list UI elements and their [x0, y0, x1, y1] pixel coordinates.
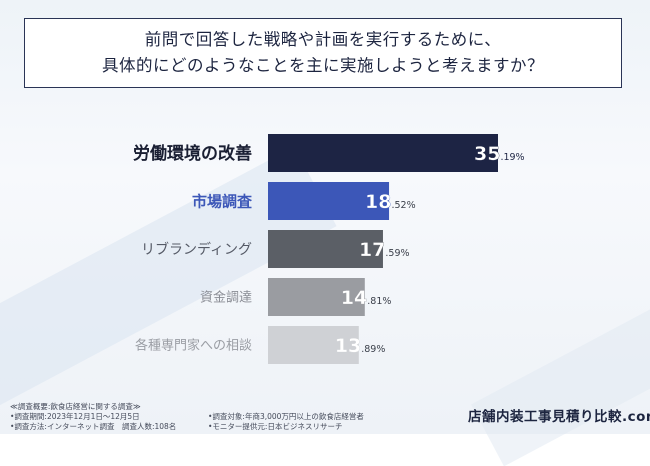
category-label: 市場調査	[192, 192, 253, 210]
survey-period-note: •調査期間:2023年12月1日〜12月5日	[10, 412, 140, 421]
category-label: 資金調達	[200, 290, 252, 306]
question-line-1: 前問で回答した戦略や計画を実行するために、	[144, 30, 502, 49]
brand-logo-text: 店舗内装工事見積り比較.com	[468, 409, 650, 425]
bar	[268, 326, 359, 364]
bar	[268, 230, 383, 268]
category-label: 労働環境の改善	[133, 143, 252, 164]
value-label: 13.89%	[335, 335, 386, 357]
value-label: 35.19%	[474, 143, 525, 165]
bar	[268, 134, 498, 172]
question-box: 前問で回答した戦略や計画を実行するために、 具体的にどのようなことを主に実施しよ…	[24, 18, 622, 88]
survey-method-note: •調査方法:インターネット調査 調査人数:108名	[10, 422, 177, 431]
monitor-provider-note: •モニター提供元:日本ビジネスリサーチ	[208, 422, 343, 431]
value-label: 17.59%	[359, 239, 410, 261]
value-label: 18.52%	[365, 191, 416, 213]
bar	[268, 182, 390, 220]
value-label: 14.81%	[341, 287, 392, 309]
bar-chart: 労働環境の改善 35.19% 市場調査 18.52% リブランディング 17.59% 資金調…	[133, 134, 525, 364]
question-line-2: 具体的にどのようなことを主に実施しようと考えますか？	[102, 56, 544, 75]
survey-overview-note: ≪調査概要:飲食店経営に関する調査≫	[10, 402, 141, 411]
category-label: 各種専門家への相談	[135, 338, 252, 354]
category-label: リブランディング	[141, 241, 252, 258]
survey-target-note: •調査対象:年商3,000万円以上の飲食店経営者	[208, 412, 364, 421]
bar	[268, 278, 365, 316]
footer: ≪調査概要:飲食店経営に関する調査≫ •調査期間:2023年12月1日〜12月5…	[0, 400, 650, 434]
